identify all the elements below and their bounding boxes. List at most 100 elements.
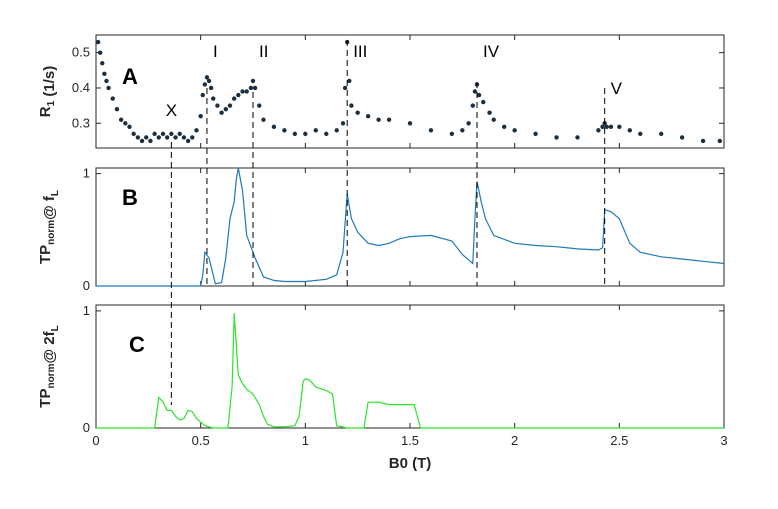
- panel-A-point: [533, 131, 538, 137]
- panel-A-point: [476, 92, 482, 98]
- panel-B-ytick-label: 0: [83, 278, 90, 293]
- panel-A-point: [466, 121, 471, 126]
- panel-A-point: [110, 96, 115, 101]
- panel-A-point: [376, 117, 381, 122]
- panel-B-series-line: [96, 167, 725, 287]
- xtick-label: 0.5: [192, 433, 210, 448]
- panel-A-point: [102, 71, 107, 77]
- panel-A-point: [449, 131, 455, 137]
- ylabel-subscript: norm: [46, 363, 57, 388]
- panel-A-point: [231, 96, 237, 101]
- x-axis-title: B0 (T): [389, 455, 432, 472]
- panel-A-point: [200, 92, 205, 98]
- panel-A-point: [596, 128, 601, 133]
- panel-A-point: [131, 131, 136, 137]
- panel-A-point: [334, 128, 339, 133]
- panel-A-point: [342, 85, 348, 91]
- panel-A-point: [257, 103, 262, 108]
- marker-label-II: II: [259, 42, 268, 61]
- marker-label-X: X: [166, 101, 177, 120]
- panel-A-point: [215, 103, 220, 108]
- panel-A-point: [638, 131, 643, 137]
- panel-B-ylabel: TPnorm@ fL: [37, 190, 61, 264]
- panel-A-point: [173, 135, 178, 140]
- panel-A-point: [118, 117, 124, 122]
- panel-A-point: [156, 135, 161, 140]
- panel-A-point: [313, 128, 318, 133]
- panel-A-ytick-label: 0.5: [72, 45, 90, 60]
- ylabel-subscript: L: [50, 325, 61, 331]
- panel-A-point: [104, 78, 109, 84]
- panel-A-point: [355, 110, 360, 115]
- xtick-label: 0: [92, 433, 99, 448]
- ylabel-subscript: norm: [46, 220, 57, 245]
- xtick-label: 3: [720, 433, 727, 448]
- panel-A-point: [487, 110, 492, 115]
- panel-A-letter: A: [122, 64, 138, 89]
- panel-A-point: [135, 135, 141, 140]
- ylabel-part: @ 2f: [41, 330, 58, 363]
- panel-A-point: [106, 85, 111, 91]
- panel-A-point: [198, 114, 203, 119]
- panel-A-point: [700, 138, 706, 144]
- ylabel-subscript: L: [50, 190, 61, 196]
- panel-A-point: [271, 124, 277, 130]
- panel-A-point: [600, 124, 605, 130]
- panel-A-point: [208, 85, 214, 91]
- panel-A-point: [481, 99, 486, 105]
- panel-A-point: [428, 128, 434, 133]
- panel-C-axes-box: [95, 304, 725, 429]
- panel-A-point: [554, 135, 559, 140]
- panel-A-point: [460, 128, 465, 133]
- marker-label-III: III: [353, 42, 367, 61]
- ylabel-part: TP: [37, 245, 54, 264]
- panel-A-point: [679, 135, 685, 140]
- xtick-label: 2.5: [610, 433, 628, 448]
- panel-A-point: [160, 131, 166, 137]
- ylabel-part: @ f: [41, 195, 58, 220]
- panel-B-letter: B: [122, 185, 138, 210]
- ylabel-subscript: 1: [46, 100, 57, 106]
- panel-A-point: [236, 92, 241, 98]
- panel-A-point: [123, 121, 128, 126]
- panel-A-point: [181, 135, 187, 140]
- panel-A-point: [97, 50, 103, 55]
- panel-A-point: [139, 138, 145, 144]
- panel-A-point: [386, 117, 392, 122]
- panel-A-point: [177, 131, 182, 137]
- panel-A-point: [604, 124, 609, 130]
- panel-C-ytick-label: 0: [83, 420, 90, 435]
- panel-A-point: [164, 135, 170, 140]
- panel-A-point: [491, 117, 496, 122]
- panel-A-point: [169, 131, 174, 137]
- panel-A-point: [211, 96, 216, 101]
- panel-A-point: [219, 110, 224, 115]
- panel-A-point: [340, 121, 346, 126]
- ylabel-part: R: [37, 106, 54, 117]
- panel-B-ytick-label: 1: [83, 166, 90, 181]
- panel-A-point: [240, 89, 245, 94]
- panel-A-point: [185, 138, 191, 144]
- panel-C-ylabel: TPnorm@ 2fL: [37, 325, 61, 407]
- panel-A-point: [148, 138, 153, 144]
- panel-A-point: [575, 135, 580, 140]
- panel-A-point: [627, 128, 632, 133]
- panel-A-point: [244, 89, 249, 94]
- panel-A-point: [282, 128, 287, 133]
- panel-A-point: [292, 131, 298, 137]
- ylabel-part: (1/s): [41, 66, 58, 101]
- panel-A-point: [324, 131, 329, 137]
- marker-label-I: I: [213, 42, 218, 61]
- panel-A-point: [248, 85, 254, 91]
- panel-C-series-line: [96, 313, 724, 429]
- panel-A-point: [206, 78, 212, 84]
- panel-A-point: [114, 106, 120, 112]
- panel-A-point: [512, 128, 517, 133]
- panel-A-point: [502, 124, 507, 130]
- panel-A-point: [127, 124, 132, 130]
- panel-A-point: [659, 131, 664, 137]
- marker-label-V: V: [611, 79, 623, 98]
- panel-A-point: [252, 85, 258, 91]
